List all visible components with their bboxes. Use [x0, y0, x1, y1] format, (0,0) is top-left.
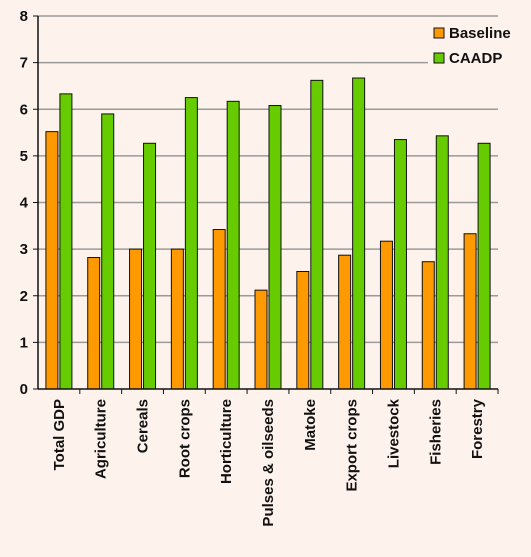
- bar-caadp-forestry: [477, 142, 491, 390]
- bar-baseline-total-gdp: [45, 131, 59, 390]
- bar-caadp-livestock: [393, 139, 407, 390]
- x-tick-label-horticulture: Horticulture: [218, 399, 235, 484]
- bar-baseline-pulses-and-oilseeds: [254, 289, 268, 390]
- y-tick-label-8: 8: [20, 8, 28, 25]
- y-tick-label-7: 7: [20, 55, 28, 72]
- bar-caadp-agriculture: [101, 113, 115, 390]
- x-tick-label-total-gdp: Total GDP: [51, 399, 68, 470]
- bar-caadp-cereals: [143, 142, 157, 390]
- x-tick-label-cereals: Cereals: [135, 399, 152, 453]
- y-tick-label-1: 1: [20, 334, 28, 351]
- bar-caadp-pulses-and-oilseeds: [268, 105, 282, 390]
- y-tick-label-2: 2: [20, 288, 28, 305]
- axes: [33, 15, 499, 394]
- bar-baseline-matoke: [296, 271, 310, 390]
- legend-swatch-caadp: [433, 52, 445, 64]
- gridlines: [38, 15, 498, 344]
- y-tick-label-3: 3: [20, 241, 28, 258]
- x-tick-labels: Total GDP Agriculture Cereals Root crops Hor…: [51, 398, 486, 526]
- bar-baseline-horticulture: [212, 229, 226, 390]
- bar-baseline-agriculture: [87, 257, 101, 390]
- y-tick-label-6: 6: [20, 101, 28, 118]
- y-tick-label-0: 0: [20, 381, 28, 398]
- bar-caadp-fisheries: [435, 135, 449, 390]
- bar-baseline-export-crops: [338, 254, 352, 390]
- x-tick-label-matoke: Matoke: [302, 399, 319, 451]
- bar-caadp-export-crops: [352, 77, 366, 390]
- bar-baseline-livestock: [379, 240, 393, 390]
- legend-label-caadp: CAADP: [449, 50, 502, 67]
- bar-baseline-root-crops: [170, 248, 184, 390]
- bar-caadp-horticulture: [226, 100, 240, 390]
- x-tick-label-root-crops: Root crops: [176, 399, 193, 478]
- bar-baseline-forestry: [463, 233, 477, 390]
- legend: Baseline CAADP: [428, 24, 522, 79]
- bar-caadp-root-crops: [184, 97, 198, 390]
- legend-swatch-baseline: [433, 27, 445, 39]
- bar-baseline-fisheries: [421, 261, 435, 390]
- x-tick-label-pulses-and-oilseeds: Pulses & oilseeds: [260, 399, 277, 527]
- bar-caadp-matoke: [310, 79, 324, 390]
- y-tick-label-4: 4: [20, 195, 29, 212]
- x-tick-label-fisheries: Fisheries: [427, 399, 444, 465]
- bar-baseline-cereals: [129, 248, 143, 390]
- legend-label-baseline: Baseline: [449, 25, 511, 42]
- y-tick-labels: 0 1 2 3 4 5 6 7 8: [20, 8, 29, 398]
- x-tick-label-forestry: Forestry: [469, 398, 486, 459]
- bar-caadp-total-gdp: [59, 93, 73, 390]
- x-tick-label-agriculture: Agriculture: [93, 399, 110, 479]
- x-tick-label-livestock: Livestock: [385, 398, 402, 468]
- y-tick-label-5: 5: [20, 148, 28, 165]
- x-tick-label-export-crops: Export crops: [344, 399, 361, 492]
